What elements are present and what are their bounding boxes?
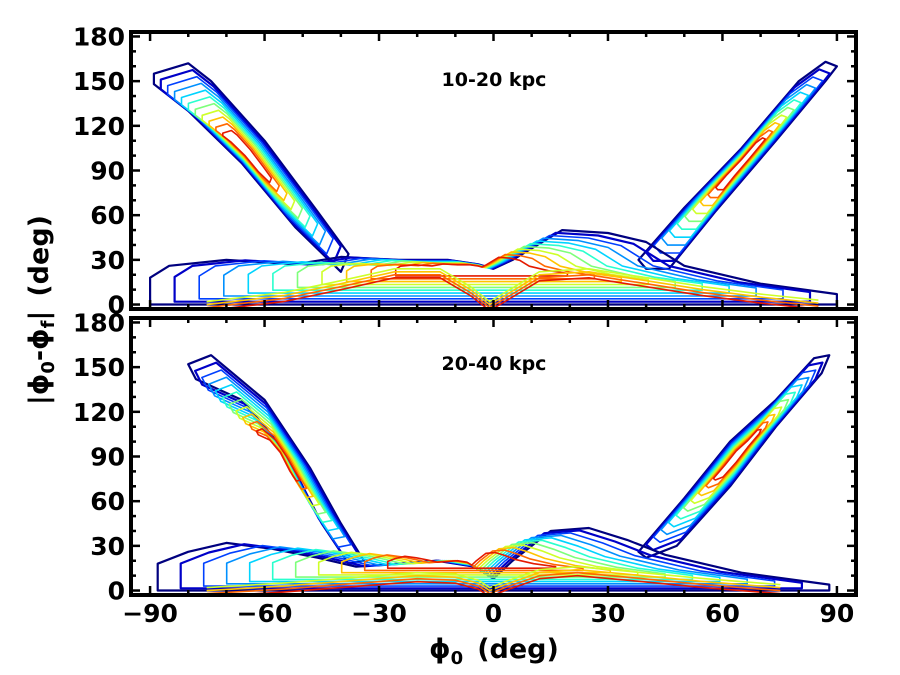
contour-lines-20-40-kpc [156,354,831,595]
panel-10-20-kpc: 0 30 60 90 120 150 180 10-20 kpc [73,22,858,320]
x-tick-labels: −90 −60 −30 0 30 60 90 [122,599,854,628]
contour-core-ridge-level-7 [206,268,819,303]
contour-right-arm-level-7 [690,406,783,505]
contour-right-arm-level-9 [707,129,774,199]
contour-core-ridge-level-7 [206,565,781,589]
y-axis-unit: (deg) [24,215,55,297]
y-axis-subscript-2: f [38,320,59,328]
contour-right-arm-level-1 [644,361,824,552]
y-axis-bar: | [24,311,55,321]
panel-label: 10-20 kpc [442,69,547,91]
y-axis-title: |ϕ0-ϕf| (deg) [24,215,59,405]
contour-left-arm-level-5 [221,391,333,524]
contour-left-arm-level-7 [235,406,321,507]
y-tick-label: 60 [90,201,125,230]
contour-right-arm-level-3 [660,376,810,536]
x-tick-label: 90 [820,599,855,628]
contour-left-arm-level-10 [222,129,273,184]
contour-right-arm-level-10 [712,428,762,481]
contour-central-band-level-10 [386,551,557,569]
y-tick-label: 90 [90,157,125,186]
x-tick-label: −30 [351,599,407,628]
y-tick-label: 120 [73,398,125,427]
y-axis-symbol: |ϕ [24,374,55,405]
contour-right-arm-level-0 [637,60,838,270]
x-axis-unit: (deg) [477,634,559,665]
x-tick-label: −90 [122,599,178,628]
tick-marks [131,318,856,595]
contour-right-arm-level-4 [668,91,810,238]
panel-20-40-kpc: 0 30 60 90 120 150 180 20-40 kpc [73,308,858,606]
contour-left-arm-level-8 [242,413,314,499]
x-axis-title: ϕ0 (deg) [429,634,559,669]
contour-core-ridge-level-10 [220,574,781,595]
y-tick-label: 150 [73,67,125,96]
x-tick-label: −60 [237,599,293,628]
contour-right-arm-level-2 [652,369,817,543]
y-tick-labels: 0 30 60 90 120 150 180 [73,22,125,319]
contour-right-arm-level-4 [667,384,803,528]
y-tick-label: 60 [90,487,125,516]
y-tick-label: 150 [73,353,125,382]
y-tick-label: 0 [108,291,125,320]
contour-left-arm-level-4 [214,383,340,532]
y-axis-subscript-1: 0 [38,361,59,374]
contour-right-arm-level-2 [653,76,824,254]
contour-right-arm-level-1 [645,68,831,262]
y-tick-label: 30 [90,532,125,561]
contour-left-arm-level-3 [207,376,346,540]
y-tick-label: 120 [73,112,125,141]
x-tick-label: 0 [485,599,502,628]
contour-right-arm-level-6 [682,398,790,512]
x-tick-label: 30 [591,599,626,628]
contour-right-arm-level-8 [699,121,781,207]
contour-core-ridge-level-10 [214,277,819,309]
contour-left-arm-level-2 [201,369,352,548]
contour-right-arm-level-10 [715,137,767,191]
contour-core-ridge-level-9 [206,274,819,309]
y-tick-label: 30 [90,246,125,275]
contour-lines-10-20-kpc [149,60,838,309]
contour-core-ridge-level-8 [206,568,781,592]
contour-left-arm-level-10 [255,428,302,482]
tick-marks [131,32,856,309]
contour-right-arm-level-7 [691,114,788,215]
contour-right-arm-level-9 [705,421,769,489]
contour-left-arm-level-1 [194,361,359,557]
contour-right-arm-level-5 [675,391,796,520]
x-axis-subscript: 0 [451,648,464,669]
x-axis-symbol: ϕ [429,634,451,665]
contour-core-ridge-level-8 [206,271,819,306]
panel-label: 20-40 kpc [442,353,547,375]
y-axis-mid: -ϕ [24,328,55,361]
contour-left-arm-level-0 [187,354,365,565]
y-tick-label: 180 [73,308,125,337]
y-tick-label: 180 [73,22,125,51]
contour-right-arm-level-5 [676,99,802,230]
y-tick-label: 90 [90,443,125,472]
y-tick-label: 0 [108,577,125,606]
contour-left-arm-level-9 [248,420,308,490]
x-tick-label: 60 [705,599,740,628]
y-tick-labels: 0 30 60 90 120 150 180 [73,308,125,605]
contour-right-arm-level-8 [697,413,776,497]
